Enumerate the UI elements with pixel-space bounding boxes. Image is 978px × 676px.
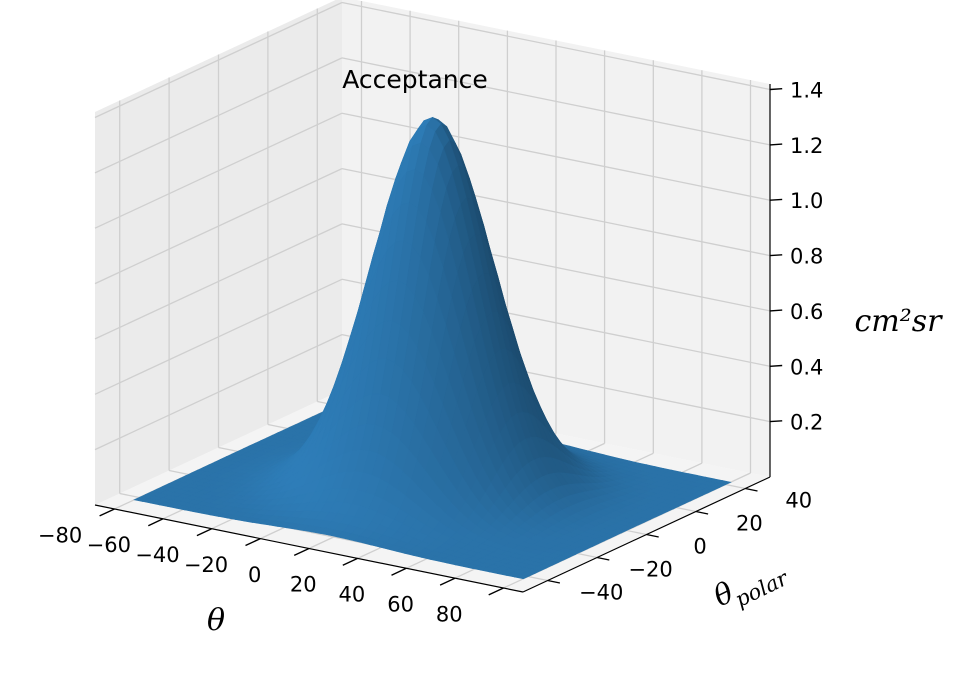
y-tick — [695, 510, 709, 515]
z-tick-label: 0.4 — [790, 355, 823, 379]
x-tick-label: 0 — [248, 563, 261, 587]
grid-line — [94, 334, 343, 451]
x-axis-label: θ — [207, 603, 225, 638]
z-tick — [769, 198, 783, 201]
x-tick-label: 40 — [339, 583, 366, 607]
x-tick — [488, 587, 504, 596]
x-tick — [245, 537, 261, 547]
grid-line — [94, 1, 343, 119]
x-tick-label: 80 — [436, 602, 463, 626]
surface-plot — [133, 116, 732, 580]
z-tick-label: 1.2 — [790, 134, 823, 158]
z-tick-label: 0.2 — [790, 411, 823, 435]
y-tick-label: −20 — [628, 557, 672, 581]
y-tick — [646, 533, 659, 538]
x-tick — [439, 577, 456, 586]
z-tick — [769, 143, 783, 146]
z-tick-label: 1.0 — [790, 189, 823, 213]
z-tick-label: 0.6 — [790, 300, 823, 324]
tick-marks — [99, 88, 783, 596]
x-tick-label: −20 — [184, 553, 228, 577]
x-tick — [293, 547, 310, 557]
y-tick-label: 0 — [693, 534, 706, 558]
z-tick-label: 0.8 — [790, 245, 823, 269]
grid-line — [94, 112, 343, 229]
grid-line — [341, 57, 771, 146]
y-tick — [596, 556, 610, 561]
chart-title: Acceptance — [342, 65, 488, 94]
z-tick-label: 1.4 — [790, 79, 823, 103]
grid-line — [94, 57, 343, 174]
z-tick — [769, 420, 783, 423]
surface-patch — [513, 574, 531, 580]
y-tick — [745, 487, 758, 492]
y-axis-label: θpolar — [708, 550, 793, 620]
y-tick-label: 40 — [785, 488, 812, 512]
z-tick — [769, 309, 783, 312]
tick-labels: −80 −60 −40 −20 0 20 40 60 80−40−20020400.20.40.… — [38, 79, 823, 627]
z-tick — [769, 364, 783, 367]
x-tick — [196, 528, 212, 537]
y-tick — [547, 579, 561, 584]
x-tick-label: −40 — [135, 543, 179, 567]
y-axis-label-subscript: polar — [731, 565, 793, 612]
x-tick-label: −80 — [38, 523, 82, 547]
grid-line — [94, 223, 343, 340]
x-tick-label: −60 — [87, 533, 131, 557]
x-tick-label: 60 — [387, 593, 414, 617]
y-tick-label: 20 — [736, 511, 763, 535]
x-tick — [391, 567, 407, 576]
x-tick — [342, 557, 358, 566]
grid-line — [341, 112, 771, 201]
grid-line — [341, 1, 771, 91]
x-tick-label: 20 — [290, 573, 317, 597]
x-tick — [99, 508, 115, 517]
z-tick — [769, 88, 783, 91]
x-tick — [148, 518, 164, 527]
y-tick-label: −40 — [579, 580, 623, 604]
z-axis-label: cm²sr — [854, 304, 943, 339]
grid-line — [94, 278, 343, 395]
z-tick — [769, 254, 783, 257]
grid-line — [94, 168, 343, 285]
